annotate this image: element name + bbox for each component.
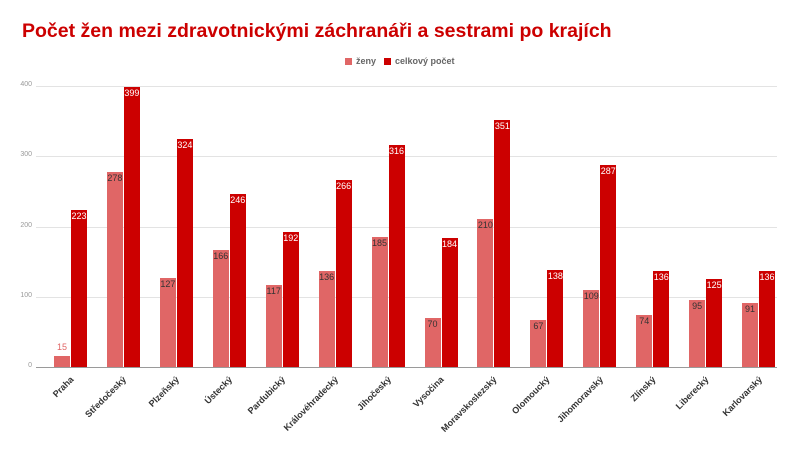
x-axis-label: Středočeský: [83, 374, 129, 420]
data-label: 74: [639, 316, 650, 326]
data-label: 223: [71, 211, 87, 222]
bar-zeny[interactable]: [265, 284, 282, 367]
y-tick-label: 300: [20, 151, 32, 159]
gridline: [36, 296, 777, 298]
x-axis-label: Liberecký: [673, 374, 711, 412]
data-label: 278: [107, 172, 123, 183]
bar-celkovy-pocet[interactable]: [335, 180, 352, 367]
bar-celkovy-pocet[interactable]: [759, 271, 776, 367]
legend-item-zeny[interactable]: ženy: [345, 56, 376, 66]
legend-item-celkovy-pocet[interactable]: celkový počet: [384, 56, 455, 66]
x-axis-baseline: [36, 367, 777, 368]
data-label: 185: [372, 238, 388, 249]
data-label: 117: [266, 285, 281, 296]
data-label: 70: [427, 318, 438, 329]
data-label: 316: [389, 146, 405, 156]
x-axis-label: Zlínský: [628, 374, 658, 404]
data-label: 138: [547, 271, 563, 282]
legend-label-celkovy-pocet: celkový počet: [395, 56, 455, 66]
data-label: 210: [477, 220, 493, 231]
x-axis-label: Pardubický: [245, 374, 288, 416]
x-axis-label: Plzeňský: [147, 374, 182, 409]
data-label: 136: [319, 272, 335, 283]
x-axis-label: Moravskoslezský: [439, 374, 499, 434]
data-label: 192: [283, 233, 299, 244]
bar-celkovy-pocet[interactable]: [547, 270, 564, 367]
bar-zeny[interactable]: [54, 356, 70, 367]
bar-celkovy-pocet[interactable]: [282, 232, 299, 367]
y-tick-label: 400: [20, 81, 32, 88]
bar-celkovy-pocet[interactable]: [494, 120, 511, 367]
bar-celkovy-pocet[interactable]: [653, 271, 670, 367]
bar-celkovy-pocet[interactable]: [388, 145, 405, 367]
data-label: 287: [600, 166, 616, 177]
bar-zeny[interactable]: [636, 315, 653, 367]
bar-celkovy-pocet[interactable]: [600, 165, 617, 367]
bar-zeny[interactable]: [689, 300, 706, 367]
legend-label-zeny: ženy: [356, 56, 377, 66]
y-tick-label: 200: [20, 221, 32, 229]
gridline: [36, 226, 777, 228]
data-label: 399: [124, 87, 140, 98]
bar-zeny[interactable]: [742, 303, 759, 367]
data-label: 184: [441, 238, 458, 249]
data-label: 324: [177, 140, 193, 151]
bar-zeny[interactable]: [530, 319, 547, 367]
bar-zeny[interactable]: [583, 290, 600, 367]
data-label: 351: [494, 121, 510, 132]
data-label: 109: [583, 291, 599, 302]
bar-celkovy-pocet[interactable]: [123, 86, 140, 367]
legend-swatch-celkovy-pocet: [384, 57, 392, 65]
bar-celkovy-pocet[interactable]: [441, 237, 458, 367]
data-label: 166: [213, 251, 229, 262]
x-axis-label: Ústecký: [202, 374, 235, 406]
x-axis-label: Královéhradecký: [281, 374, 341, 433]
data-label: 125: [706, 280, 722, 291]
bar-zeny[interactable]: [477, 219, 494, 367]
chart-title: Počet žen mezi zdravotnickými záchranáři…: [22, 20, 612, 42]
gridline: [36, 86, 777, 87]
bar-celkovy-pocet[interactable]: [229, 194, 246, 367]
bar-zeny[interactable]: [159, 277, 176, 367]
data-label: 246: [230, 195, 246, 206]
data-label: 136: [653, 272, 669, 283]
data-label: 266: [336, 181, 352, 192]
y-tick-label: 100: [20, 291, 32, 299]
bar-zeny[interactable]: [371, 237, 388, 367]
legend: ženy celkový počet: [345, 56, 463, 66]
data-label: 95: [692, 301, 703, 312]
bar-celkovy-pocet[interactable]: [706, 279, 723, 367]
data-label: 136: [759, 272, 775, 283]
x-axis-label: Jihomoravský: [554, 374, 605, 425]
x-axis-label: Olomoucký: [510, 374, 552, 417]
gridline: [36, 156, 777, 158]
bar-celkovy-pocet[interactable]: [176, 139, 193, 367]
legend-swatch-zeny: [345, 57, 352, 65]
x-axis-label: Vysočina: [411, 374, 447, 410]
bar-zeny[interactable]: [318, 271, 335, 367]
y-tick-label: 0: [28, 362, 32, 369]
bar-zeny[interactable]: [424, 317, 441, 367]
x-axis-label: Karlovarský: [720, 374, 764, 418]
data-label: 127: [160, 278, 176, 289]
data-label: 91: [745, 304, 756, 315]
x-axis-label: Jihočeský: [355, 374, 394, 413]
data-label: 67: [533, 320, 544, 331]
data-label: 15: [56, 342, 67, 353]
bar-celkovy-pocet[interactable]: [71, 210, 87, 367]
x-axis-label: Praha: [50, 374, 76, 400]
bar-zeny[interactable]: [106, 171, 123, 367]
bar-zeny[interactable]: [212, 250, 229, 367]
